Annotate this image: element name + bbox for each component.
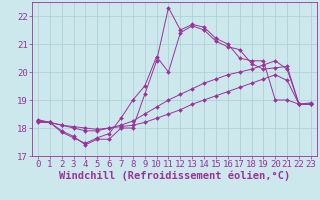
X-axis label: Windchill (Refroidissement éolien,°C): Windchill (Refroidissement éolien,°C) xyxy=(59,171,290,181)
